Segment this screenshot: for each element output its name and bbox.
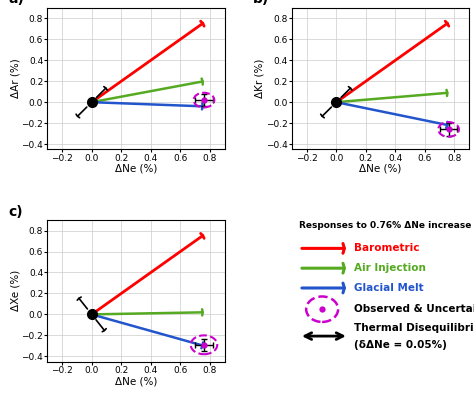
X-axis label: ΔNe (%): ΔNe (%)	[115, 164, 157, 174]
Y-axis label: ΔAr (%): ΔAr (%)	[10, 59, 20, 99]
Text: Glacial Melt: Glacial Melt	[354, 283, 424, 293]
X-axis label: ΔNe (%): ΔNe (%)	[359, 164, 402, 174]
Text: Air Injection: Air Injection	[354, 263, 426, 273]
X-axis label: ΔNe (%): ΔNe (%)	[115, 376, 157, 386]
Text: b): b)	[253, 0, 269, 6]
Y-axis label: ΔXe (%): ΔXe (%)	[10, 270, 20, 311]
Text: a): a)	[9, 0, 24, 6]
Text: Barometric: Barometric	[354, 243, 419, 253]
Text: Observed & Uncertainty: Observed & Uncertainty	[354, 304, 474, 314]
Y-axis label: ΔKr (%): ΔKr (%)	[255, 59, 264, 98]
Text: Responses to 0.76% ΔNe increase: Responses to 0.76% ΔNe increase	[299, 222, 472, 231]
Text: c): c)	[9, 205, 23, 219]
Text: Thermal Disequilibrium: Thermal Disequilibrium	[354, 323, 474, 332]
Text: (δΔNe = 0.05%): (δΔNe = 0.05%)	[354, 340, 447, 350]
